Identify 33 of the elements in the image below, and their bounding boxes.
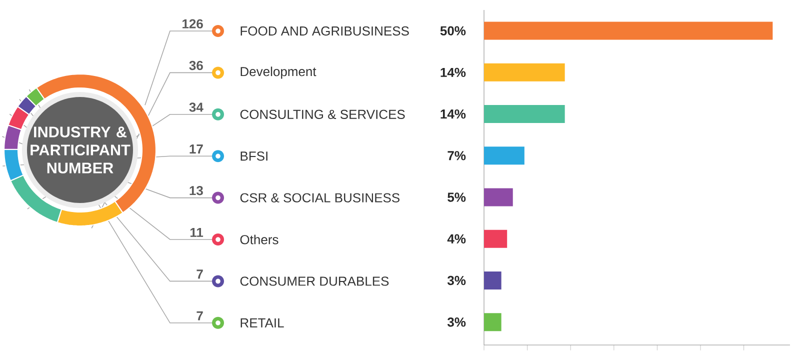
legend-label: CONSULTING & SERVICES [240, 110, 405, 119]
legend-label: FOOD AND AGRIBUSINESS [240, 26, 409, 36]
bar [484, 188, 513, 206]
data-label: 5% [448, 192, 466, 202]
bar [484, 104, 565, 123]
data-label: 7% [448, 150, 466, 160]
data-label: 13 [190, 186, 203, 195]
data-label: 17 [190, 144, 203, 154]
data-label: 14% [440, 109, 466, 118]
bar [484, 146, 524, 164]
data-label: 14% [440, 68, 466, 77]
bar [484, 63, 565, 82]
legend-label: CSR & SOCIAL BUSINESS [240, 192, 400, 202]
data-label: 3% [447, 276, 466, 285]
bar [484, 312, 502, 331]
text: INDUSTRY & PARTICIPANT NUMBER [30, 126, 130, 174]
data-label: 50% [440, 26, 466, 36]
data-label: 11 [190, 228, 204, 237]
data-label: 34 [189, 102, 204, 112]
bar [484, 230, 508, 248]
data-label: 3% [447, 317, 466, 326]
legend-label: RETAIL [240, 318, 284, 328]
data-label: 36 [189, 60, 203, 70]
legend-label: BFSI [240, 151, 268, 160]
data-label: 7 [196, 311, 203, 320]
legend-label: Others [240, 234, 278, 244]
bar [484, 271, 502, 290]
bar [484, 22, 773, 40]
data-label: 4% [447, 234, 466, 244]
legend-label: CONSUMER DURABLES [240, 276, 389, 286]
legend-label: Development [240, 66, 316, 79]
data-label: 7 [196, 269, 203, 278]
data-label: 126 [182, 18, 203, 28]
